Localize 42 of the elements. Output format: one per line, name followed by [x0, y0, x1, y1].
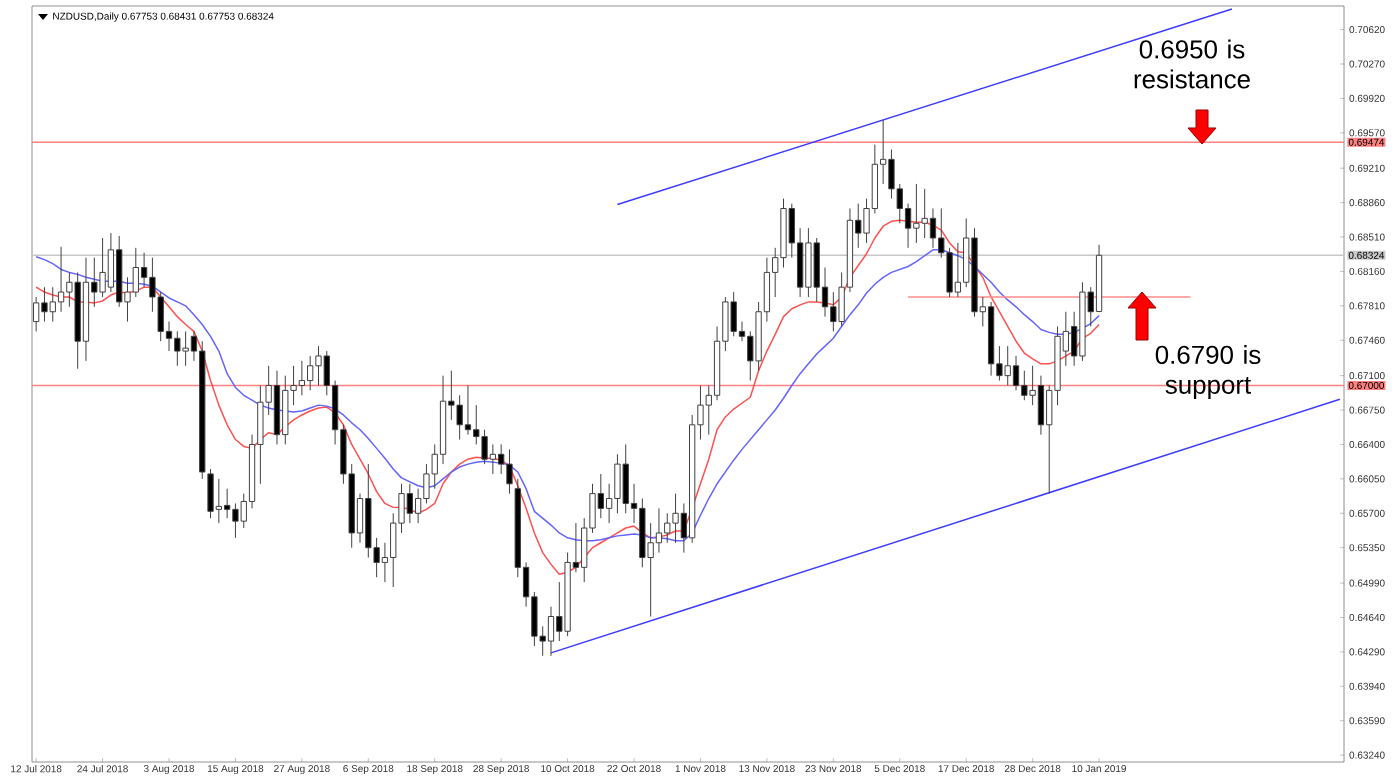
candlestick	[207, 468, 214, 519]
candlestick	[49, 286, 56, 323]
candlestick	[57, 246, 65, 313]
candlestick	[182, 330, 189, 367]
candlestick	[805, 227, 812, 298]
candlestick	[174, 330, 181, 367]
candlestick	[32, 296, 40, 332]
annotation: 0.6790 is support	[1155, 344, 1261, 400]
candlestick	[954, 242, 962, 298]
candlestick	[1037, 375, 1045, 436]
candlestick	[223, 488, 231, 519]
candlestick	[489, 443, 497, 475]
candlestick	[1012, 355, 1020, 391]
candlestick	[406, 483, 413, 524]
candlestick	[1021, 370, 1028, 401]
candlestick	[298, 360, 306, 396]
candlestick	[506, 448, 513, 495]
candlestick	[132, 247, 139, 298]
candlestick	[921, 188, 928, 239]
candlestick	[1004, 345, 1011, 386]
candlestick	[215, 478, 222, 524]
candlestick	[282, 375, 289, 445]
candlestick	[315, 345, 322, 386]
candlestick	[614, 453, 621, 514]
candlestick	[41, 286, 48, 323]
candlestick	[481, 429, 488, 465]
candlestick	[232, 502, 239, 539]
candlestick	[672, 493, 679, 544]
candlestick	[655, 507, 663, 554]
candlestick	[830, 291, 837, 332]
candlestick	[307, 355, 314, 391]
annotation: 0.6950 is resistance	[1134, 39, 1250, 89]
candlestick	[464, 384, 472, 436]
candlestick	[622, 443, 629, 514]
candlestick	[913, 183, 920, 244]
candlestick	[813, 237, 820, 303]
candlestick	[730, 291, 737, 337]
candlestick	[547, 606, 555, 657]
candlestick	[664, 512, 671, 544]
candlestick	[99, 237, 106, 298]
candlestick	[456, 394, 463, 441]
candlestick	[929, 208, 937, 249]
